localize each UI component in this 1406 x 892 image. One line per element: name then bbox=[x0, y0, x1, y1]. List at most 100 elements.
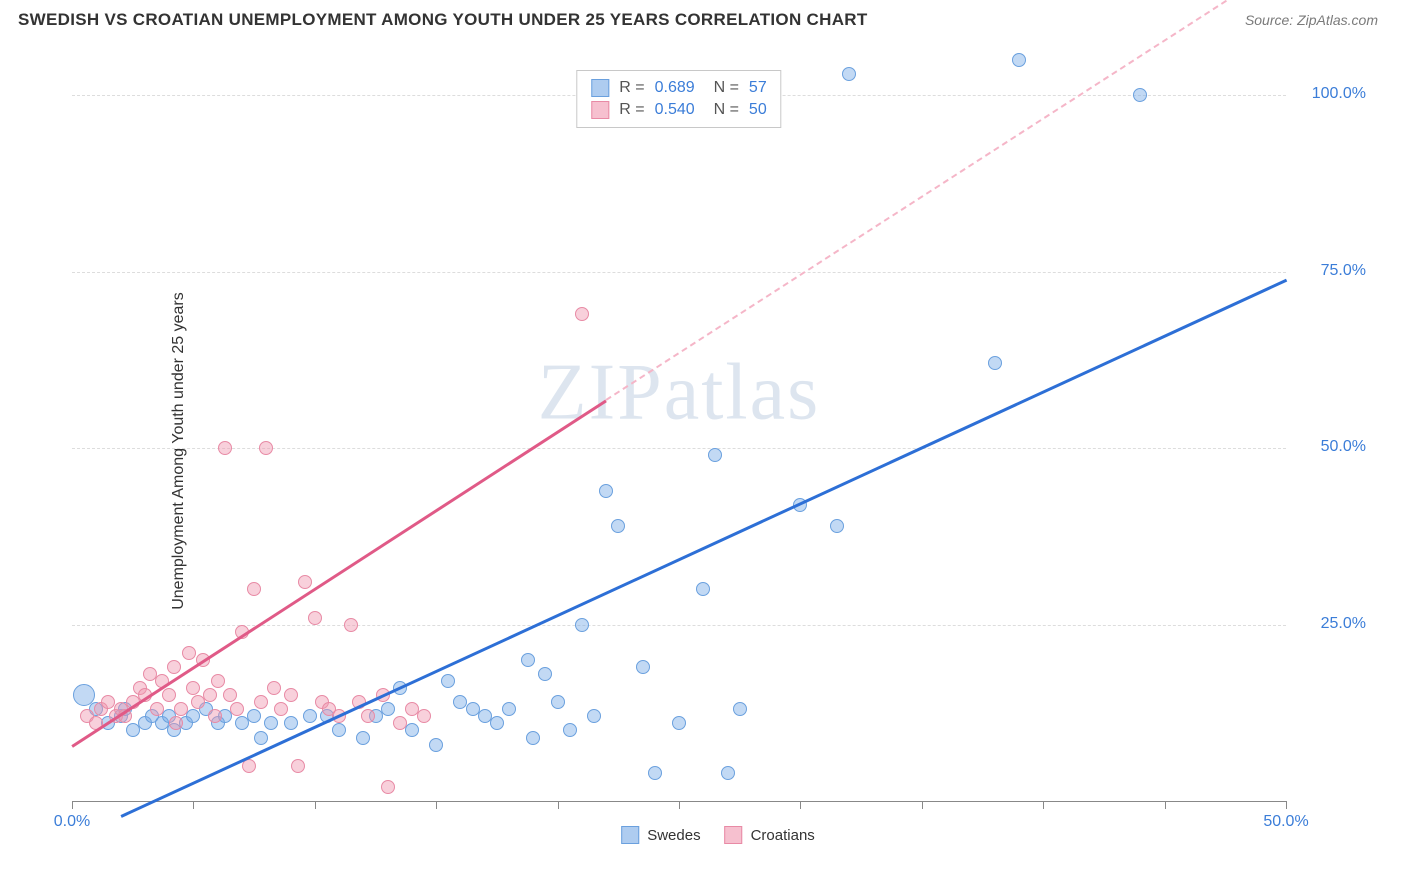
data-point bbox=[230, 702, 244, 716]
data-point bbox=[538, 667, 552, 681]
data-point bbox=[208, 709, 222, 723]
data-point bbox=[303, 709, 317, 723]
data-point bbox=[988, 356, 1002, 370]
trend-line bbox=[606, 0, 1287, 401]
xtick bbox=[1165, 801, 1166, 809]
data-point bbox=[587, 709, 601, 723]
data-point bbox=[575, 307, 589, 321]
data-point bbox=[344, 618, 358, 632]
xtick bbox=[558, 801, 559, 809]
data-point bbox=[672, 716, 686, 730]
xtick bbox=[1286, 801, 1287, 809]
r-value-croatians: 0.540 bbox=[655, 101, 695, 119]
xtick-label: 0.0% bbox=[54, 813, 90, 831]
swatch-swedes bbox=[591, 79, 609, 97]
data-point bbox=[648, 766, 662, 780]
data-point bbox=[1133, 88, 1147, 102]
data-point bbox=[264, 716, 278, 730]
grid-line bbox=[72, 272, 1286, 273]
data-point bbox=[203, 688, 217, 702]
data-point bbox=[721, 766, 735, 780]
data-point bbox=[254, 731, 268, 745]
data-point bbox=[521, 653, 535, 667]
data-point bbox=[167, 660, 181, 674]
legend-swatch-swedes bbox=[621, 826, 639, 844]
data-point bbox=[150, 702, 164, 716]
data-point bbox=[502, 702, 516, 716]
trend-line bbox=[120, 279, 1286, 818]
data-point bbox=[356, 731, 370, 745]
legend-item-swedes: Swedes bbox=[621, 826, 700, 844]
trend-line bbox=[71, 399, 607, 747]
watermark: ZIPatlas bbox=[538, 348, 821, 439]
n-label: N = bbox=[705, 79, 739, 97]
swatch-croatians bbox=[591, 101, 609, 119]
data-point bbox=[298, 575, 312, 589]
data-point bbox=[563, 723, 577, 737]
data-point bbox=[575, 618, 589, 632]
n-value-swedes: 57 bbox=[749, 79, 767, 97]
data-point bbox=[332, 723, 346, 737]
chart-title: SWEDISH VS CROATIAN UNEMPLOYMENT AMONG Y… bbox=[18, 10, 868, 30]
data-point bbox=[381, 780, 395, 794]
stats-row-swedes: R = 0.689 N = 57 bbox=[591, 77, 766, 99]
data-point bbox=[611, 519, 625, 533]
r-value-swedes: 0.689 bbox=[655, 79, 695, 97]
data-point bbox=[308, 611, 322, 625]
n-label: N = bbox=[705, 101, 739, 119]
data-point bbox=[830, 519, 844, 533]
legend-item-croatians: Croatians bbox=[725, 826, 815, 844]
data-point bbox=[284, 716, 298, 730]
data-point bbox=[551, 695, 565, 709]
stats-legend: R = 0.689 N = 57 R = 0.540 N = 50 bbox=[576, 70, 781, 128]
data-point bbox=[490, 716, 504, 730]
data-point bbox=[267, 681, 281, 695]
data-point bbox=[381, 702, 395, 716]
xtick bbox=[72, 801, 73, 809]
data-point bbox=[174, 702, 188, 716]
data-point bbox=[162, 688, 176, 702]
data-point bbox=[169, 716, 183, 730]
chart-area: Unemployment Among Youth under 25 years … bbox=[50, 50, 1386, 852]
data-point bbox=[441, 674, 455, 688]
source-label: Source: ZipAtlas.com bbox=[1245, 12, 1378, 28]
data-point bbox=[211, 674, 225, 688]
data-point bbox=[708, 448, 722, 462]
ytick-label: 75.0% bbox=[1321, 262, 1366, 280]
ytick-label: 50.0% bbox=[1321, 438, 1366, 456]
data-point bbox=[259, 441, 273, 455]
legend-label-swedes: Swedes bbox=[647, 827, 700, 844]
data-point bbox=[247, 709, 261, 723]
data-point bbox=[842, 67, 856, 81]
data-point bbox=[247, 582, 261, 596]
legend-swatch-croatians bbox=[725, 826, 743, 844]
xtick bbox=[436, 801, 437, 809]
xtick bbox=[1043, 801, 1044, 809]
xtick bbox=[679, 801, 680, 809]
data-point bbox=[223, 688, 237, 702]
data-point bbox=[526, 731, 540, 745]
data-point bbox=[291, 759, 305, 773]
n-value-croatians: 50 bbox=[749, 101, 767, 119]
xtick bbox=[315, 801, 316, 809]
data-point bbox=[417, 709, 431, 723]
bottom-legend: Swedes Croatians bbox=[621, 826, 815, 844]
data-point bbox=[636, 660, 650, 674]
grid-line bbox=[72, 448, 1286, 449]
r-label: R = bbox=[619, 101, 644, 119]
data-point bbox=[599, 484, 613, 498]
data-point bbox=[393, 716, 407, 730]
legend-label-croatians: Croatians bbox=[751, 827, 815, 844]
data-point bbox=[186, 681, 200, 695]
data-point bbox=[284, 688, 298, 702]
data-point bbox=[696, 582, 710, 596]
xtick-label: 50.0% bbox=[1263, 813, 1308, 831]
plot-area: ZIPatlas R = 0.689 N = 57 R = 0.540 N = … bbox=[72, 60, 1286, 802]
ytick-label: 25.0% bbox=[1321, 615, 1366, 633]
data-point bbox=[361, 709, 375, 723]
data-point bbox=[218, 441, 232, 455]
stats-row-croatians: R = 0.540 N = 50 bbox=[591, 99, 766, 121]
data-point bbox=[1012, 53, 1026, 67]
data-point bbox=[429, 738, 443, 752]
r-label: R = bbox=[619, 79, 644, 97]
